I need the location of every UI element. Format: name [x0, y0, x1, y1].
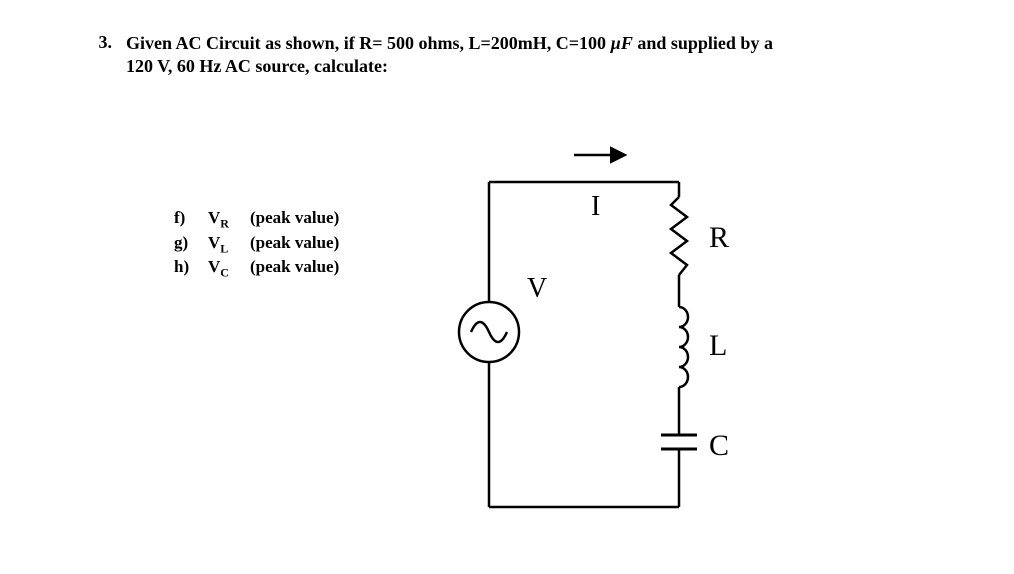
circuit-diagram: I V R L C [419, 137, 759, 542]
subitem-h: h) VC (peak value) [174, 256, 339, 281]
label-R: R [709, 221, 729, 254]
question-text: Given AC Circuit as shown, if R= 500 ohm… [126, 32, 773, 77]
question-number: 3. [90, 32, 112, 53]
subitem-f: f) VR (peak value) [174, 207, 339, 232]
label-L: L [709, 329, 727, 362]
content-row: f) VR (peak value) g) VL (peak value) h)… [90, 137, 924, 542]
label-C: C [709, 429, 729, 462]
subitem-g: g) VL (peak value) [174, 232, 339, 257]
label-I: I [591, 191, 600, 222]
label-V: V [527, 273, 547, 304]
sub-questions: f) VR (peak value) g) VL (peak value) h)… [174, 207, 339, 281]
question-header: 3. Given AC Circuit as shown, if R= 500 … [90, 32, 924, 77]
inductor [679, 307, 688, 387]
resistor [671, 197, 687, 275]
